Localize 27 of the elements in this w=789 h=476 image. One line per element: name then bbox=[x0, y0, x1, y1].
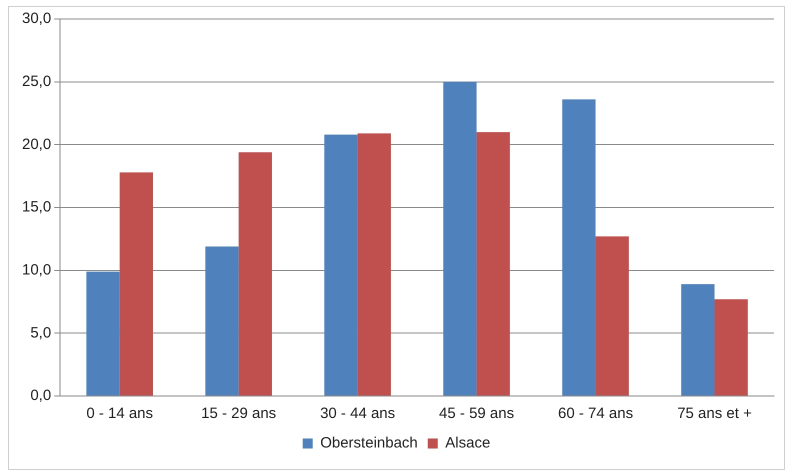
x-tick-label: 45 - 59 ans bbox=[439, 405, 514, 422]
x-tick-label: 60 - 74 ans bbox=[558, 405, 634, 422]
bar bbox=[562, 99, 596, 396]
y-tick-label: 5,0 bbox=[30, 324, 52, 342]
y-tick-label: 10,0 bbox=[22, 261, 52, 278]
x-tick-label: 75 ans et + bbox=[677, 405, 752, 422]
bar bbox=[596, 236, 629, 396]
legend-label: Alsace bbox=[445, 434, 490, 452]
legend-label: Obersteinbach bbox=[320, 434, 418, 452]
x-tick-label: 15 - 29 ans bbox=[201, 405, 276, 422]
bar bbox=[476, 132, 510, 396]
bar bbox=[681, 284, 715, 396]
bar bbox=[714, 299, 748, 396]
bar bbox=[358, 133, 391, 396]
bar bbox=[238, 152, 272, 396]
bar bbox=[86, 272, 120, 396]
y-tick-label: 25,0 bbox=[22, 72, 52, 90]
bar bbox=[205, 246, 239, 396]
x-tick-label: 30 - 44 ans bbox=[320, 405, 396, 422]
bar bbox=[120, 172, 153, 396]
x-tick-label: 0 - 14 ans bbox=[86, 405, 154, 422]
bar bbox=[324, 134, 358, 396]
y-tick-label: 20,0 bbox=[22, 136, 52, 153]
y-tick-label: 30,0 bbox=[22, 10, 52, 28]
y-tick-label: 0,0 bbox=[30, 387, 52, 404]
bar bbox=[443, 82, 477, 396]
y-tick-label: 15,0 bbox=[22, 198, 52, 216]
